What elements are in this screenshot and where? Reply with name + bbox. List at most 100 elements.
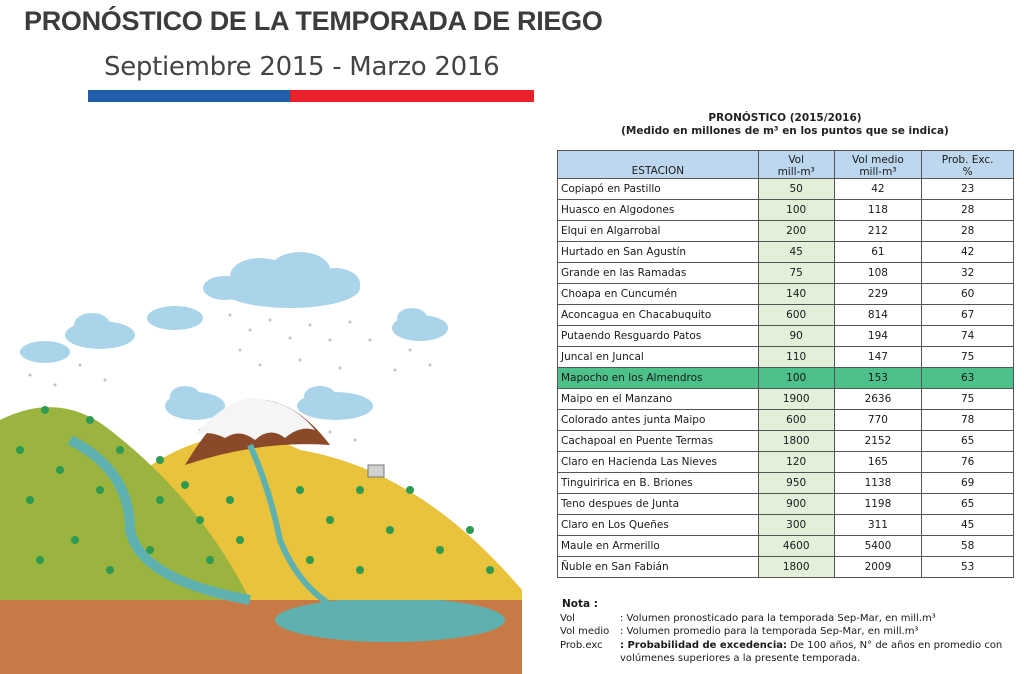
table-row: Huasco en Algodones 100 118 28: [557, 199, 1014, 221]
vol-medio-cell: 1138: [833, 472, 923, 494]
table-row: Claro en Hacienda Las Nieves 120 165 76: [557, 451, 1014, 473]
table-header-row: ESTACION Vol mill-m³ Vol medio mill-m³ Pro…: [557, 150, 1014, 179]
vol-medio-cell: 2636: [833, 388, 923, 410]
prob-exc-cell: 65: [921, 430, 1014, 452]
note-vol-medio: Vol medio : Volumen promedio para la tem…: [560, 626, 919, 637]
vol-medio-cell: 229: [833, 283, 923, 305]
table-row: Tinguiririca en B. Briones 950 1138 69: [557, 472, 1014, 494]
vol-medio-cell: 1198: [833, 493, 923, 515]
prob-exc-cell: 69: [921, 472, 1014, 494]
landscape-illustration: [0, 252, 522, 674]
vol-medio-cell: 153: [833, 367, 923, 389]
page-subtitle: Septiembre 2015 - Marzo 2016: [104, 52, 500, 82]
prob-exc-cell: 60: [921, 283, 1014, 305]
vol-cell: 90: [757, 325, 835, 347]
vol-cell: 100: [757, 199, 835, 221]
table-row: Teno despues de Junta 900 1198 65: [557, 493, 1014, 515]
vol-cell: 45: [757, 241, 835, 263]
prob-exc-cell: 53: [921, 556, 1014, 578]
vol-medio-cell: 2152: [833, 430, 923, 452]
forecast-table-body: Copiapó en Pastillo 50 42 23 Huasco en Algod…: [557, 178, 1014, 578]
table-row: Juncal en Juncal 110 147 75: [557, 346, 1014, 368]
table-row: Ñuble en San Fabián 1800 2009 53: [557, 556, 1014, 578]
station-cell: Claro en Los Queñes: [557, 514, 759, 536]
vol-medio-cell: 5400: [833, 535, 923, 557]
station-cell: Copiapó en Pastillo: [557, 178, 759, 200]
table-row: Maule en Armerillo 4600 5400 58: [557, 535, 1014, 557]
vol-cell: 50: [757, 178, 835, 200]
station-cell: Maipo en el Manzano: [557, 388, 759, 410]
forecast-table: ESTACION Vol mill-m³ Vol medio mill-m³ Pro…: [557, 150, 1014, 578]
tree-icon: [16, 406, 494, 574]
station-cell: Mapocho en los Almendros: [557, 367, 759, 389]
cloud-icon: [20, 252, 448, 420]
station-cell: Teno despues de Junta: [557, 493, 759, 515]
station-cell: Aconcagua en Chacabuquito: [557, 304, 759, 326]
station-cell: Choapa en Cuncumén: [557, 283, 759, 305]
prob-exc-cell: 78: [921, 409, 1014, 431]
table-row: Copiapó en Pastillo 50 42 23: [557, 178, 1014, 200]
vol-cell: 600: [757, 304, 835, 326]
prob-exc-cell: 32: [921, 262, 1014, 284]
forecast-subtitle: (Medido en millones de m³ en los puntos …: [621, 125, 949, 137]
vol-medio-cell: 2009: [833, 556, 923, 578]
table-row: Cachapoal en Puente Termas 1800 2152 65: [557, 430, 1014, 452]
vol-medio-cell: 770: [833, 409, 923, 431]
vol-medio-cell: 147: [833, 346, 923, 368]
vol-medio-cell: 814: [833, 304, 923, 326]
vol-medio-cell: 212: [833, 220, 923, 242]
table-row: Putaendo Resguardo Patos 90 194 74: [557, 325, 1014, 347]
vol-cell: 4600: [757, 535, 835, 557]
forecast-title-block: PRONÓSTICO (2015/2016) (Medido en millon…: [556, 112, 1014, 138]
table-row: Aconcagua en Chacabuquito 600 814 67: [557, 304, 1014, 326]
vol-cell: 950: [757, 472, 835, 494]
vol-medio-cell: 194: [833, 325, 923, 347]
station-cell: Tinguiririca en B. Briones: [557, 472, 759, 494]
vol-cell: 140: [757, 283, 835, 305]
station-cell: Colorado antes junta Maipo: [557, 409, 759, 431]
vol-cell: 120: [757, 451, 835, 473]
notes-title: Nota :: [562, 598, 598, 610]
prob-exc-cell: 75: [921, 388, 1014, 410]
prob-exc-cell: 45: [921, 514, 1014, 536]
vol-medio-cell: 42: [833, 178, 923, 200]
vol-medio-cell: 118: [833, 199, 923, 221]
vol-medio-cell: 311: [833, 514, 923, 536]
flag-bar-blue: [88, 90, 290, 102]
note-prob-exc: Prob.exc : Probabilidad de excedencia: D…: [560, 639, 1003, 665]
table-row: Hurtado en San Agustín 45 61 42: [557, 241, 1014, 263]
station-cell: Grande en las Ramadas: [557, 262, 759, 284]
vol-cell: 1800: [757, 430, 835, 452]
vol-cell: 200: [757, 220, 835, 242]
station-cell: Juncal en Juncal: [557, 346, 759, 368]
prob-exc-cell: 28: [921, 220, 1014, 242]
prob-exc-cell: 42: [921, 241, 1014, 263]
prob-exc-cell: 76: [921, 451, 1014, 473]
header-vol-medio: Vol medio mill-m³: [833, 150, 923, 179]
prob-exc-cell: 23: [921, 178, 1014, 200]
station-cell: Huasco en Algodones: [557, 199, 759, 221]
table-row: Choapa en Cuncumén 140 229 60: [557, 283, 1014, 305]
vol-cell: 1800: [757, 556, 835, 578]
header-prob-exc: Prob. Exc.%: [921, 150, 1014, 179]
station-cell: Elqui en Algarrobal: [557, 220, 759, 242]
prob-exc-cell: 58: [921, 535, 1014, 557]
table-row: Mapocho en los Almendros 100 153 63: [557, 367, 1014, 389]
prob-exc-cell: 75: [921, 346, 1014, 368]
forecast-title: PRONÓSTICO (2015/2016): [708, 112, 862, 124]
station-cell: Hurtado en San Agustín: [557, 241, 759, 263]
vol-cell: 600: [757, 409, 835, 431]
table-row: Claro en Los Queñes 300 311 45: [557, 514, 1014, 536]
vol-cell: 100: [757, 367, 835, 389]
flag-color-bar: [88, 90, 534, 102]
prob-exc-cell: 63: [921, 367, 1014, 389]
vol-cell: 75: [757, 262, 835, 284]
header-vol: Vol mill-m³: [757, 150, 835, 179]
vol-cell: 1900: [757, 388, 835, 410]
station-cell: Ñuble en San Fabián: [557, 556, 759, 578]
vol-medio-cell: 165: [833, 451, 923, 473]
prob-exc-cell: 74: [921, 325, 1014, 347]
station-cell: Putaendo Resguardo Patos: [557, 325, 759, 347]
vol-cell: 300: [757, 514, 835, 536]
station-cell: Maule en Armerillo: [557, 535, 759, 557]
